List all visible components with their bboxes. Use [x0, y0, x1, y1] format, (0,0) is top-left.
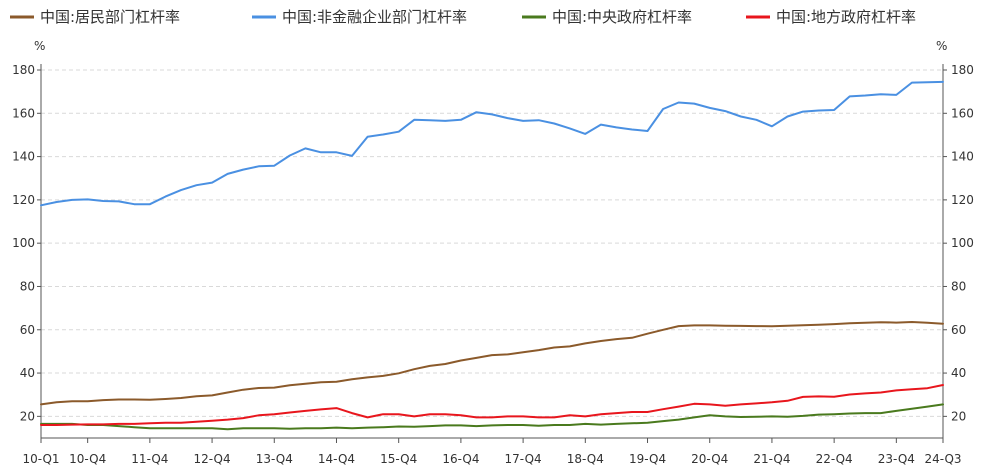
legend-label: 中国:中央政府杠杆率: [552, 8, 692, 26]
y-tick-label-right: 80: [951, 279, 966, 293]
series-line-4: [40, 384, 944, 426]
x-tick-label: 24-Q3: [924, 452, 961, 466]
legend-label: 中国:非金融企业部门杠杆率: [282, 8, 467, 26]
y-tick-label-left: 160: [12, 106, 35, 120]
x-tick-label: 18-Q4: [567, 452, 604, 466]
y-tick-label-right: 20: [951, 409, 966, 423]
y-axis-unit-right: %: [936, 39, 947, 53]
legend-item[interactable]: 中国:非金融企业部门杠杆率: [252, 8, 467, 26]
series-line-2: [40, 80, 944, 207]
x-axis: 10-Q1 10-Q4 11-Q4 12-Q4 13-Q4 14-Q4 15-Q4 16-Q4…: [22, 438, 962, 466]
y-axis-unit-left: %: [34, 39, 45, 53]
legend-label: 中国:地方政府杠杆率: [776, 8, 916, 26]
x-tick-label: 10-Q4: [69, 452, 106, 466]
legend-label: 中国:居民部门杠杆率: [40, 8, 180, 26]
y-axis-right: 20 40 60 80 100 120 140 160 180: [943, 63, 974, 423]
y-tick-label-left: 180: [12, 63, 35, 77]
x-tick-label: 22-Q4: [816, 452, 853, 466]
y-tick-label-right: 100: [951, 236, 974, 250]
x-tick-label: 21-Q4: [753, 452, 790, 466]
y-tick-label-left: 80: [20, 279, 35, 293]
legend[interactable]: 中国:居民部门杠杆率 中国:非金融企业部门杠杆率 中国:中央政府杠杆率 中国:地方政府…: [10, 8, 916, 26]
y-tick-label-left: 60: [20, 323, 35, 337]
y-tick-label-left: 120: [12, 193, 35, 207]
x-tick-label: 14-Q4: [318, 452, 355, 466]
y-tick-label-left: 100: [12, 236, 35, 250]
legend-item[interactable]: 中国:中央政府杠杆率: [522, 8, 692, 26]
legend-item[interactable]: 中国:居民部门杠杆率: [10, 8, 180, 26]
y-tick-label-right: 60: [951, 323, 966, 337]
y-tick-label-left: 20: [20, 409, 35, 423]
x-tick-label: 20-Q4: [691, 452, 728, 466]
x-tick-label: 13-Q4: [256, 452, 293, 466]
y-tick-label-right: 120: [951, 193, 974, 207]
series-lines: [40, 80, 944, 431]
y-tick-label-right: 160: [951, 106, 974, 120]
axes: [40, 64, 944, 439]
x-tick-label: 11-Q4: [131, 452, 168, 466]
x-tick-label: 16-Q4: [442, 452, 479, 466]
y-axis-left: 20 40 60 80 100 120 140 160 180: [12, 63, 41, 423]
y-tick-label-right: 180: [951, 63, 974, 77]
x-tick-label: 10-Q1: [22, 452, 59, 466]
y-tick-label-right: 140: [951, 150, 974, 164]
legend-item[interactable]: 中国:地方政府杠杆率: [746, 8, 916, 26]
x-tick-label: 15-Q4: [380, 452, 417, 466]
y-tick-label-left: 140: [12, 150, 35, 164]
y-tick-label-left: 40: [20, 366, 35, 380]
x-tick-label: 12-Q4: [194, 452, 231, 466]
x-tick-label: 23-Q4: [878, 452, 915, 466]
y-tick-label-right: 40: [951, 366, 966, 380]
series-line-1: [40, 321, 944, 406]
series-line-3: [40, 403, 944, 431]
grid-lines: [41, 69, 943, 417]
x-tick-label: 17-Q4: [505, 452, 542, 466]
x-tick-label: 19-Q4: [629, 452, 666, 466]
